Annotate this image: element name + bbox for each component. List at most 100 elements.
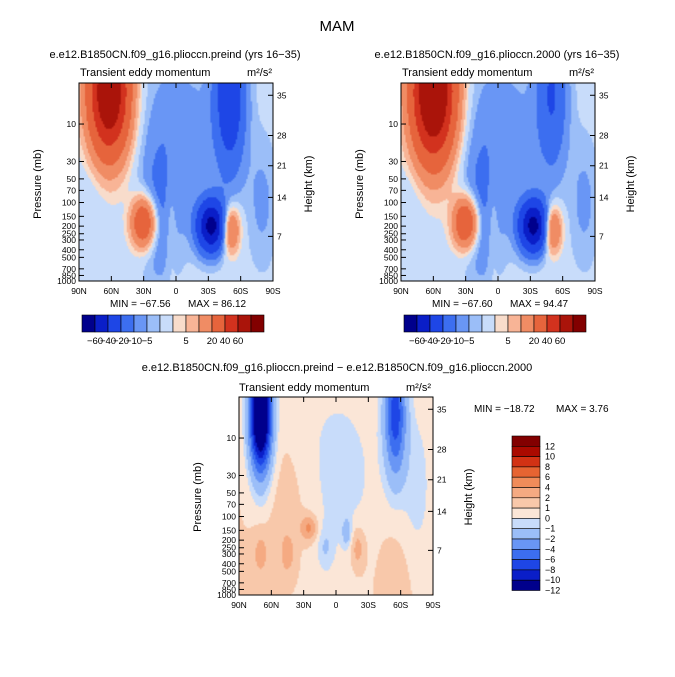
- y-tick-label: 850: [384, 270, 398, 280]
- panel-diff-units: m²/s²: [406, 382, 431, 394]
- height-tick-label: 35: [437, 404, 447, 414]
- x-tick-label: 30N: [458, 286, 474, 296]
- y-tick-label: 50: [227, 488, 237, 498]
- colorbar-box: [224, 314, 239, 333]
- colorbar-box: [511, 476, 541, 488]
- height-tick-label: 7: [599, 231, 604, 241]
- colorbar-label: 1: [545, 503, 550, 513]
- panel-diff-min: MIN = −18.72: [474, 404, 535, 415]
- colorbar-label: 60: [555, 336, 566, 347]
- panel-2000-ylabel-right: Height (km): [625, 156, 637, 213]
- y-tick-label: 50: [389, 174, 399, 184]
- y-tick-label: 1000: [57, 276, 76, 286]
- x-tick-label: 60N: [104, 286, 120, 296]
- field-raster: [79, 83, 273, 281]
- y-tick-label: 30: [389, 156, 399, 166]
- colorbar-box: [507, 314, 522, 333]
- panel-2000-ylabel: Pressure (mb): [354, 149, 366, 219]
- y-tick-label: 250: [384, 229, 398, 239]
- x-tick-label: 90S: [265, 286, 280, 296]
- colorbar-box: [211, 314, 226, 333]
- colorbar-label: −20: [435, 336, 451, 347]
- y-tick-label: 400: [222, 559, 236, 569]
- colorbar-box: [511, 445, 541, 457]
- y-tick-label: 200: [222, 535, 236, 545]
- colorbar-box: [511, 435, 541, 447]
- colorbar-box: [511, 497, 541, 509]
- colorbar-label: −60: [87, 336, 103, 347]
- y-tick-label: 400: [62, 245, 76, 255]
- x-tick-label: 30N: [296, 600, 312, 610]
- panel-preind-ylabel: Pressure (mb): [32, 149, 44, 219]
- colorbar-box: [481, 314, 496, 333]
- y-tick-label: 50: [67, 174, 77, 184]
- panel-preind-units: m²/s²: [247, 67, 272, 79]
- panel-2000-plot: 90N 60N 30N 0 30S 60S 90S103050701001502002503…: [379, 82, 609, 296]
- y-tick-label: 700: [384, 264, 398, 274]
- y-tick-label: 200: [62, 221, 76, 231]
- y-tick-label: 1000: [217, 590, 236, 600]
- colorbar-label: −4: [545, 544, 555, 554]
- colorbar-box: [237, 314, 252, 333]
- y-tick-label: 300: [62, 235, 76, 245]
- y-tick-label: 10: [67, 119, 77, 129]
- height-tick-label: 28: [277, 131, 287, 141]
- colorbar-box: [533, 314, 548, 333]
- panel-2000-units: m²/s²: [569, 67, 594, 79]
- colorbar-label: −8: [545, 565, 555, 575]
- panel-2000: e.e12.B1850CN.f09_g16.plioccn.2000 (yrs …: [354, 49, 637, 310]
- field-raster: [239, 397, 433, 595]
- panel-2000-min: MIN = −67.60: [432, 299, 493, 310]
- y-tick-label: 500: [222, 566, 236, 576]
- panel-diff-title: e.e12.B1850CN.f09_g16.plioccn.preind − e…: [142, 362, 532, 374]
- colorbar-label: 12: [545, 441, 555, 451]
- x-tick-label: 60S: [393, 600, 408, 610]
- colorbar-box: [94, 314, 109, 333]
- y-tick-label: 30: [67, 156, 77, 166]
- y-tick-label: 200: [384, 221, 398, 231]
- colorbar-box: [511, 528, 541, 540]
- y-tick-label: 10: [389, 119, 399, 129]
- x-tick-label: 30S: [523, 286, 538, 296]
- colorbar-label: −40: [422, 336, 438, 347]
- x-tick-label: 60N: [426, 286, 442, 296]
- x-tick-label: 0: [334, 600, 339, 610]
- colorbar-box: [185, 314, 200, 333]
- colorbar-box: [511, 538, 541, 550]
- panel-preind-plot: 90N 60N 30N 0 30S 60S 90S103050701001502002503…: [57, 82, 287, 296]
- panel-diff-ylabel-right: Height (km): [463, 469, 475, 526]
- colorbar-label: −10: [545, 575, 560, 585]
- colorbar-label: 60: [233, 336, 244, 347]
- colorbar-abs-right: −60−40−20−10 −5 5 20 40 60: [403, 314, 587, 347]
- figure-title: MAM: [320, 18, 355, 35]
- x-tick-label: 90S: [425, 600, 440, 610]
- colorbar-box: [429, 314, 444, 333]
- colorbar-box: [442, 314, 457, 333]
- height-tick-label: 21: [277, 161, 287, 171]
- panel-preind-variable: Transient eddy momentum: [80, 67, 210, 79]
- x-tick-label: 90N: [393, 286, 409, 296]
- height-tick-label: 7: [437, 545, 442, 555]
- y-tick-label: 500: [384, 252, 398, 262]
- y-tick-label: 700: [62, 264, 76, 274]
- colorbar-box: [520, 314, 535, 333]
- colorbar-box: [120, 314, 135, 333]
- x-tick-label: 0: [174, 286, 179, 296]
- colorbar-label: −20: [113, 336, 129, 347]
- colorbar-box: [511, 569, 541, 581]
- y-tick-label: 850: [62, 270, 76, 280]
- height-tick-label: 14: [277, 192, 287, 202]
- colorbar-box: [146, 314, 161, 333]
- colorbar-box: [250, 314, 265, 333]
- height-tick-label: 35: [277, 90, 287, 100]
- y-tick-label: 500: [62, 252, 76, 262]
- colorbar-box: [572, 314, 587, 333]
- colorbar-label: −40: [100, 336, 116, 347]
- y-tick-label: 250: [62, 229, 76, 239]
- y-tick-label: 100: [62, 198, 76, 208]
- x-tick-label: 0: [496, 286, 501, 296]
- colorbar-box: [198, 314, 213, 333]
- y-tick-label: 250: [222, 543, 236, 553]
- y-tick-label: 300: [222, 549, 236, 559]
